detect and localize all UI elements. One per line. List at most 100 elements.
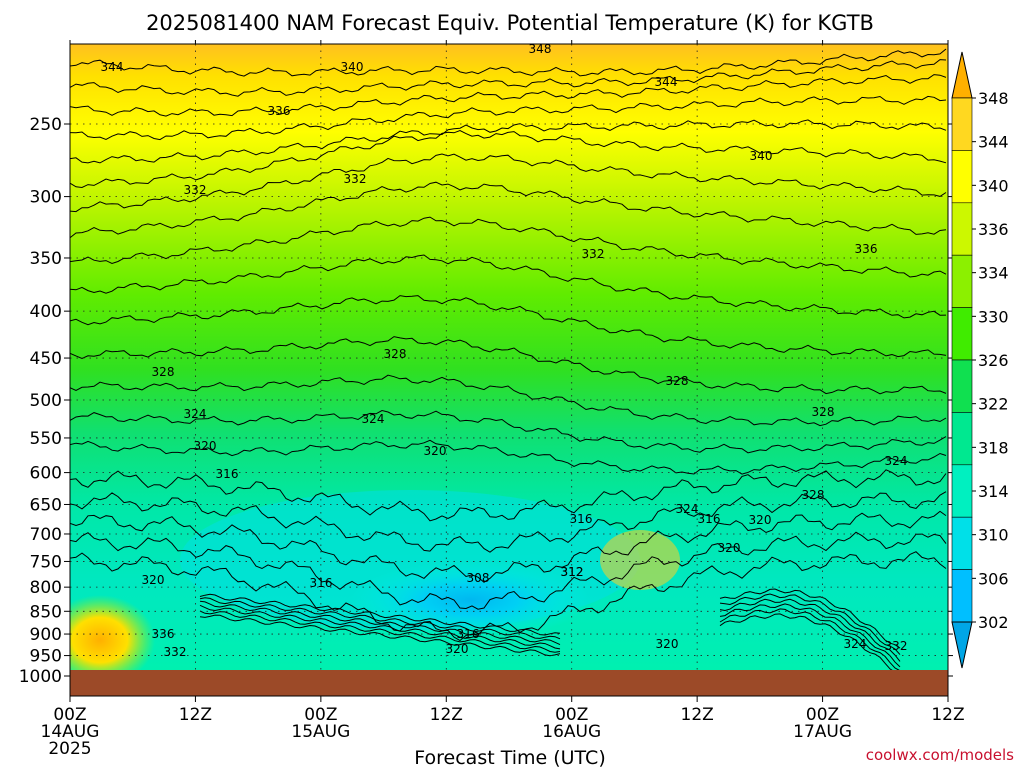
contour-line: [70, 153, 947, 213]
y-tick-label: 500: [30, 391, 62, 411]
colorbar-swatch: [951, 569, 973, 623]
y-tick-label: 850: [30, 602, 62, 622]
contour-label: 320: [194, 439, 217, 453]
contour-label: 328: [802, 488, 825, 502]
contour-line: [70, 409, 947, 454]
ground-fill: [70, 670, 948, 696]
colorbar-label: 310: [978, 526, 1009, 545]
inversion-contour: [199, 604, 561, 650]
contour-label: 320: [656, 637, 679, 651]
x-tick-time: 00Z: [555, 705, 588, 725]
x-tick-time: 12Z: [931, 705, 964, 725]
contour-label: 332: [885, 639, 908, 653]
inversion-contour: [199, 614, 561, 657]
contour-line: [70, 469, 947, 522]
inversion-contour: [719, 593, 901, 655]
colorbar-label: 306: [978, 569, 1009, 588]
y-tick-label: 650: [30, 495, 62, 515]
chart-title: 2025081400 NAM Forecast Equiv. Potential…: [146, 11, 874, 35]
contour-lines: [70, 48, 947, 670]
y-axis: 250 300 350 400 450 500 550 600 650 700 750 800 850 9…: [19, 115, 953, 687]
colorbar-swatch: [951, 150, 973, 204]
contour-label: 312: [561, 565, 584, 579]
contour-line: [70, 510, 947, 583]
inversion-contour: [199, 593, 561, 636]
contour-line: [70, 254, 947, 319]
contour-label: 332: [344, 172, 367, 186]
inversion-contour: [719, 598, 901, 662]
inversion-contour: [719, 588, 901, 649]
y-tick-label: 750: [30, 552, 62, 572]
contour-label: 324: [844, 637, 867, 651]
contour-label: 328: [384, 347, 407, 361]
contour-label: 340: [341, 60, 364, 74]
contour-label: 320: [142, 573, 165, 587]
plot-frame: [69, 43, 949, 697]
y-tick-label: 350: [30, 249, 62, 269]
contour-label: 320: [749, 513, 772, 527]
colorbar-top-arrow: [951, 51, 973, 99]
y-tick-label: 450: [30, 349, 62, 369]
colorbar-swatch: [951, 202, 973, 256]
contour-label: 328: [666, 374, 689, 388]
plot-area: [70, 44, 948, 670]
x-tick-time: 00Z: [53, 705, 86, 725]
contour-label: 320: [446, 642, 469, 656]
contour-line: [70, 439, 947, 475]
x-tick-time: 00Z: [806, 705, 839, 725]
contour-line: [70, 95, 947, 141]
colorbar-label: 344: [978, 133, 1009, 152]
inversion-contour: [199, 597, 561, 640]
contour-label: 316: [310, 576, 333, 590]
contour-label: 316: [457, 627, 480, 641]
inversion-contour: [719, 608, 900, 670]
colorbar-label: 334: [978, 264, 1009, 283]
grid: [70, 44, 948, 670]
y-tick-label: 250: [30, 115, 62, 135]
contour-line: [70, 74, 947, 117]
contour-line: [70, 48, 947, 77]
contour-label: 316: [216, 467, 239, 481]
x-tick-date: 14AUG: [41, 722, 100, 742]
y-tick-label: 550: [30, 429, 62, 449]
colorbar-label: 330: [978, 307, 1009, 326]
contour-line: [70, 216, 947, 278]
contour-label: 324: [885, 454, 908, 468]
inversion-contour: [199, 610, 561, 653]
warm-pocket: [600, 530, 680, 590]
inversion-contour: [199, 600, 561, 646]
contour-label: 344: [655, 75, 678, 89]
contour-label: 324: [362, 412, 385, 426]
contour-label: 332: [164, 645, 187, 659]
y-tick-label: 950: [30, 647, 62, 667]
contour-label: 316: [698, 512, 721, 526]
y-tick-label: 700: [30, 525, 62, 545]
x-tick-date: 15AUG: [291, 722, 350, 742]
x-tick-date: 16AUG: [542, 722, 601, 742]
contour-label: 328: [812, 405, 835, 419]
y-tick-label: 300: [30, 188, 62, 208]
contour-line: [70, 531, 947, 610]
colorbar-label: 318: [978, 438, 1009, 457]
inversion-contour: [719, 613, 893, 670]
inversion-contour: [719, 603, 901, 668]
colorbar-swatch: [951, 254, 973, 308]
contour-line: [70, 129, 947, 189]
contour-line: [70, 551, 947, 642]
colorbar-swatch: [951, 359, 973, 413]
colorbar-swatch: [951, 464, 973, 518]
source-credit[interactable]: coolwx.com/models: [866, 746, 1014, 764]
contour-label: 312: [561, 565, 584, 579]
contour-line: [70, 336, 947, 395]
y-tick-label: 900: [30, 625, 62, 645]
contour-labels: 348 344 340 344 336 340 332 332 336 332 328 328 328 3…: [101, 42, 908, 659]
x-axis-label: Forecast Time (UTC): [414, 747, 605, 768]
contour-label: 308: [467, 571, 490, 585]
contour-label: 336: [268, 104, 291, 118]
x-tick-time: 12Z: [430, 705, 463, 725]
contour-label: 328: [152, 365, 175, 379]
contour-label: 316: [570, 512, 593, 526]
colorbar: 348 344 340 336 334 330 326 322 318 314 310 306 302: [951, 51, 1009, 669]
